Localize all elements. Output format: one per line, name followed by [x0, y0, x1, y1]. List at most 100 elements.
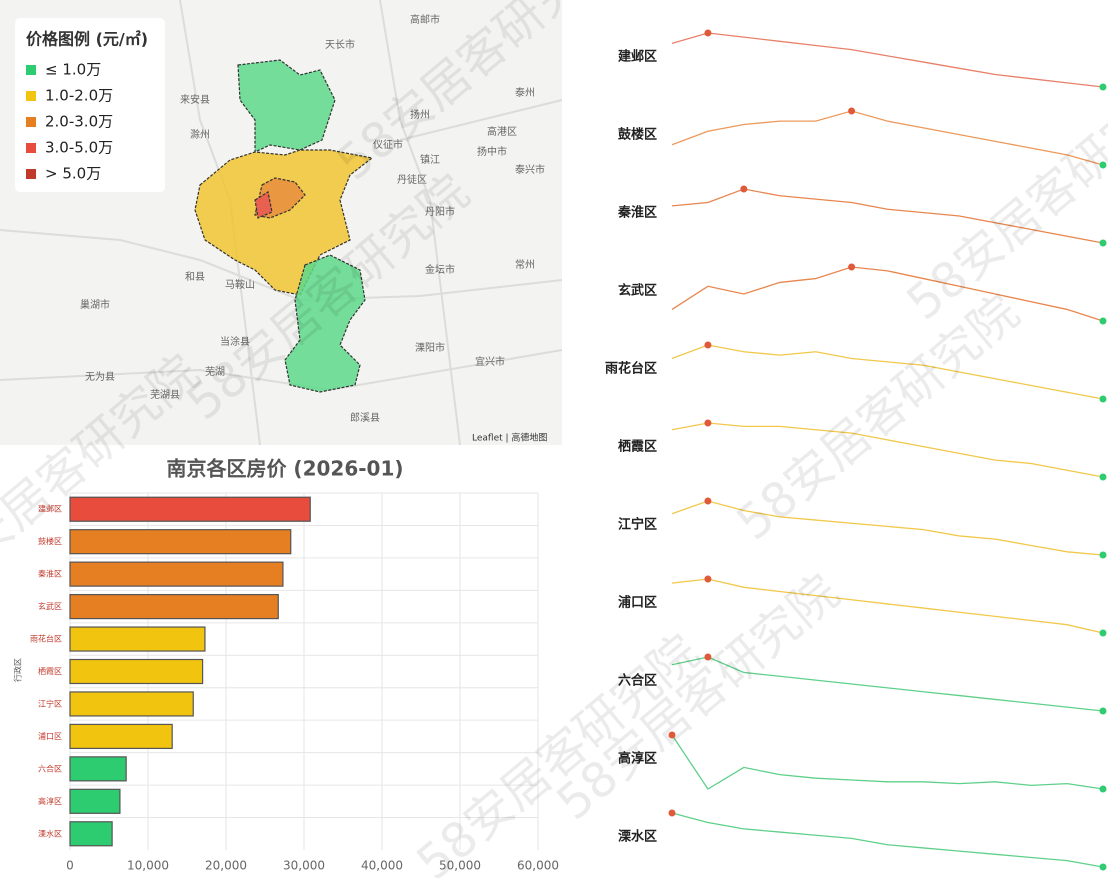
sparkline: [671, 32, 1104, 88]
y-tick-label: 建邺区: [38, 504, 62, 514]
map-place-label: 扬州: [410, 108, 430, 121]
last-point: [1099, 317, 1107, 325]
map-place-label: 金坛市: [425, 263, 455, 276]
legend-swatch: [26, 169, 36, 179]
map-place-label: 仪征市: [373, 138, 403, 151]
series-label: 玄武区: [618, 283, 657, 299]
y-tick-label: 高淳区: [38, 796, 62, 806]
bar: [69, 821, 113, 847]
bar: [69, 723, 173, 750]
sparkline: [671, 734, 1104, 790]
last-point: [1099, 83, 1107, 91]
map-place-label: 芜湖县: [150, 388, 180, 401]
legend-box: [15, 18, 165, 192]
bar: [69, 788, 121, 814]
y-tick-label: 鼓楼区: [38, 536, 62, 546]
map-place-label: 宜兴市: [475, 355, 505, 368]
map-place-label: 常州: [515, 258, 535, 271]
map-place-label: 高邮市: [410, 13, 440, 26]
bar: [69, 626, 206, 652]
max-point: [704, 29, 712, 37]
series-label: 六合区: [618, 673, 657, 689]
last-point: [1099, 473, 1107, 481]
max-point: [668, 731, 676, 739]
map-place-label: 高港区: [487, 125, 517, 138]
map-roads: [0, 0, 563, 446]
map-place-label: 泰州: [515, 86, 535, 99]
sparkline: [671, 812, 1104, 868]
map-place-label: 溧阳市: [415, 341, 445, 354]
series-label: 鼓楼区: [618, 127, 657, 143]
legend-title: 价格图例 (元/㎡): [26, 30, 148, 49]
max-point: [704, 419, 712, 427]
map-place-label: 扬中市: [477, 145, 507, 158]
x-tick-label: 10,000: [127, 859, 169, 873]
legend-swatch: [26, 143, 36, 153]
max-point: [848, 263, 856, 271]
sparkline: [671, 656, 1104, 712]
map-place-label: 当涂县: [220, 335, 250, 348]
max-point: [704, 341, 712, 349]
x-tick-label: 60,000: [517, 859, 559, 873]
map-place-label: 郎溪县: [350, 411, 380, 424]
bar: [69, 691, 194, 717]
map-place-label: 来安县: [180, 93, 210, 106]
sparkline: [671, 110, 1104, 166]
series-label: 江宁区: [618, 517, 657, 533]
last-point: [1099, 707, 1107, 715]
watermark: 58安居客研究院: [896, 64, 1108, 331]
y-tick-label: 溧水区: [38, 828, 62, 838]
x-tick-label: 20,000: [205, 859, 247, 873]
y-tick-label: 六合区: [38, 763, 62, 773]
max-point: [668, 809, 676, 817]
legend-label: > 5.0万: [45, 165, 101, 183]
bar: [69, 756, 127, 782]
bar: [69, 496, 311, 522]
sparkline: [671, 266, 1104, 322]
legend-label: 2.0-3.0万: [45, 113, 113, 131]
last-point: [1099, 551, 1107, 559]
sparkline: [671, 344, 1104, 400]
district-shapes: [194, 59, 374, 393]
max-point: [704, 653, 712, 661]
map-place-label: 天长市: [325, 38, 355, 51]
series-label: 秦淮区: [617, 205, 657, 221]
legend-label: ≤ 1.0万: [45, 61, 101, 79]
last-point: [1099, 239, 1107, 247]
series-label: 溧水区: [618, 829, 657, 845]
sparkline: [671, 578, 1104, 634]
map-place-label: 丹阳市: [425, 205, 455, 218]
x-tick-label: 50,000: [439, 859, 481, 873]
x-tick-label: 0: [66, 859, 74, 873]
last-point: [1099, 629, 1107, 637]
series-label: 雨花台区: [605, 361, 657, 377]
bar: [69, 593, 279, 620]
sparkline: [671, 500, 1104, 556]
map-place-label: 镇江: [420, 153, 440, 166]
bar: [69, 561, 284, 587]
map-place-label: 滁州: [190, 128, 210, 141]
y-tick-label: 秦淮区: [38, 569, 62, 579]
last-point: [1099, 395, 1107, 403]
series-label: 栖霞区: [618, 439, 657, 455]
map-place-label: 巢湖市: [80, 298, 110, 311]
map-place-label: 无为县: [85, 371, 115, 383]
map-place-label: 泰兴市: [515, 163, 545, 176]
map-place-label: 芜湖: [205, 365, 225, 378]
map-place-label: 丹徒区: [397, 173, 427, 186]
bar: [69, 658, 204, 685]
last-point: [1099, 863, 1107, 871]
max-point: [704, 575, 712, 583]
y-tick-label: 雨花台区: [30, 634, 62, 644]
y-axis-label: 行政区: [13, 658, 23, 682]
watermark: 58安居客研究院: [726, 284, 1029, 551]
sparkline: [671, 422, 1104, 478]
x-tick-label: 40,000: [361, 859, 403, 873]
legend-swatch: [26, 117, 36, 127]
series-label: 浦口区: [618, 595, 657, 611]
max-point: [740, 185, 748, 193]
y-tick-label: 玄武区: [38, 601, 62, 611]
series-label: 高淳区: [618, 751, 657, 767]
map-place-label: 马鞍山: [225, 278, 255, 291]
